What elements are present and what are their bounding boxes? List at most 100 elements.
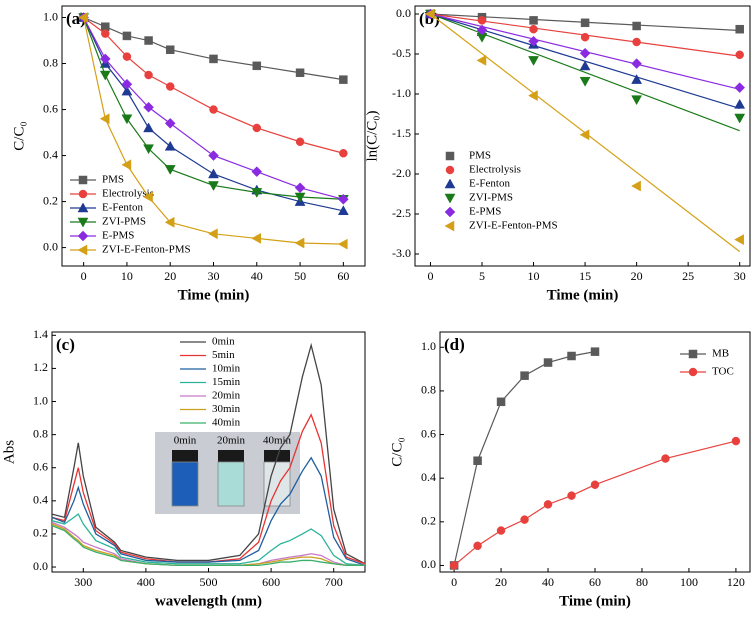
marker — [579, 60, 591, 71]
x-tick-label: 700 — [325, 575, 343, 589]
x-axis-label: wavelength (nm) — [155, 593, 262, 609]
marker — [121, 159, 132, 171]
y-tick-label: 0.4 — [33, 493, 48, 507]
marker — [449, 561, 459, 570]
legend-label: E-Fenton — [102, 202, 143, 214]
fit-line — [430, 13, 740, 132]
series-line — [51, 456, 366, 566]
marker — [165, 45, 175, 54]
y-tick-label: 1.0 — [43, 9, 58, 23]
marker — [528, 56, 539, 66]
marker — [476, 24, 488, 36]
marker — [424, 8, 435, 20]
legend-marker — [78, 175, 88, 185]
marker — [731, 436, 741, 446]
legend-label: 15min — [212, 376, 241, 388]
inset-label: 40min — [263, 435, 292, 447]
marker — [295, 137, 305, 147]
y-tick-label: 0.0 — [33, 559, 48, 573]
vial-cap — [264, 450, 290, 462]
y-tick-label: -2.5 — [392, 206, 411, 220]
legend-marker — [444, 193, 456, 204]
y-tick-label: 0.0 — [421, 557, 436, 571]
marker — [338, 193, 349, 205]
legend-marker — [688, 367, 698, 377]
legend-marker — [444, 206, 456, 218]
marker — [209, 105, 218, 114]
marker — [476, 54, 487, 66]
x-tick-label: 0 — [81, 269, 87, 283]
marker — [143, 144, 154, 155]
x-axis-label: Time (min) — [178, 287, 250, 303]
x-tick-label: 20 — [164, 269, 176, 283]
marker — [528, 90, 538, 102]
y-tick-label: -0.5 — [392, 46, 411, 60]
marker — [164, 216, 175, 228]
legend-label: ZVI-PMS — [102, 216, 146, 228]
x-tick-label: 300 — [74, 575, 92, 589]
legend-label: PMS — [102, 174, 124, 186]
inset-photo — [155, 432, 300, 514]
x-tick-label: 20 — [631, 269, 643, 283]
legend-label: Electrolysis — [469, 164, 521, 176]
marker — [121, 85, 133, 96]
legend-marker — [77, 230, 89, 242]
x-tick-label: 10 — [121, 269, 133, 283]
y-tick-label: 0.2 — [43, 193, 58, 207]
marker — [251, 166, 263, 178]
marker — [339, 75, 348, 84]
legend-label: 5min — [212, 349, 235, 361]
inset-label: 20min — [217, 435, 246, 447]
marker — [496, 526, 506, 535]
marker — [164, 165, 176, 175]
legend-label: E-PMS — [102, 230, 134, 242]
marker — [590, 347, 600, 356]
marker — [520, 371, 529, 380]
y-tick-label: 0.2 — [421, 514, 436, 528]
marker — [529, 24, 538, 34]
marker — [99, 53, 111, 65]
marker — [337, 238, 348, 250]
marker — [207, 228, 218, 240]
panel-label: (d) — [444, 335, 465, 354]
x-tick-label: 500 — [200, 575, 218, 589]
series-line — [83, 16, 344, 81]
vial-body — [217, 461, 245, 507]
marker — [251, 232, 262, 244]
x-tick-label: 400 — [137, 575, 155, 589]
y-tick-label: 0.2 — [33, 526, 48, 540]
marker — [735, 50, 744, 60]
marker — [252, 123, 262, 133]
marker — [579, 76, 591, 87]
y-tick-label: -1.5 — [392, 126, 411, 140]
x-tick-label: 15 — [579, 269, 591, 283]
legend-label: PMS — [469, 150, 491, 162]
y-tick-label: 1.2 — [33, 360, 48, 374]
y-tick-label: 0.4 — [421, 470, 436, 484]
marker — [294, 237, 305, 249]
y-tick-label: 0.0 — [396, 6, 411, 20]
marker — [631, 58, 642, 69]
marker — [734, 98, 746, 109]
x-tick-label: 0 — [427, 269, 433, 283]
marker — [252, 61, 262, 71]
marker — [208, 150, 219, 161]
legend-marker — [445, 151, 455, 161]
marker — [477, 16, 487, 25]
marker — [473, 541, 482, 551]
marker — [209, 54, 218, 64]
y-tick-label: 1.0 — [421, 339, 436, 353]
marker — [143, 191, 153, 203]
legend-label: TOC — [712, 366, 734, 378]
marker — [734, 82, 746, 93]
series-line — [51, 513, 366, 567]
legend-marker — [77, 217, 89, 228]
marker — [337, 205, 349, 216]
legend-label: ZVI-E-Fenton-PMS — [469, 220, 558, 232]
x-tick-label: 100 — [680, 575, 698, 589]
x-tick-label: 80 — [636, 575, 648, 589]
legend-label: 20min — [212, 390, 241, 402]
y-tick-label: 0.8 — [33, 426, 48, 440]
marker — [339, 149, 348, 158]
